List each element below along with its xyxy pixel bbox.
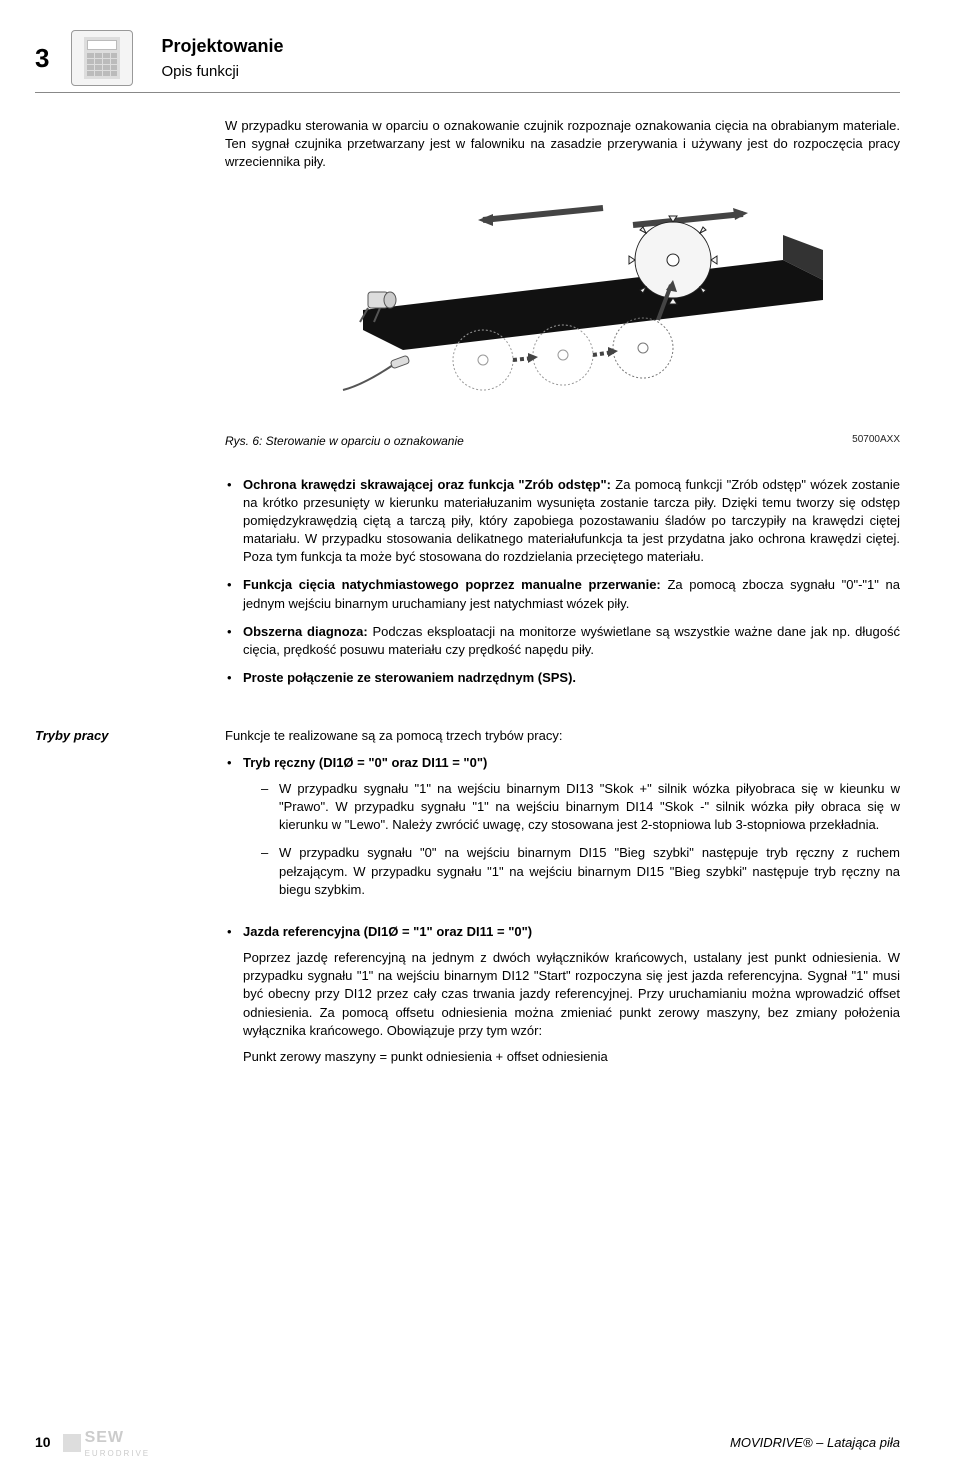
bullet-lead: Obszerna diagnoza: — [243, 624, 368, 639]
footer: 10 SEW EURODRIVE MOVIDRIVE® – Latająca p… — [35, 1427, 900, 1459]
manual-item: W przypadku sygnału "1" na wejściu binar… — [261, 780, 900, 835]
chapter-subtitle: Opis funkcji — [161, 61, 900, 82]
figure-caption-row: Rys. 6: Sterowanie w oparciu o oznakowan… — [225, 433, 900, 450]
modes-intro: Funkcje te realizowane są za pomocą trze… — [225, 727, 900, 745]
reference-block: Jazda referencyjna (DI1Ø = "1" oraz DI11… — [225, 923, 900, 1066]
logo-sub: EURODRIVE — [85, 1448, 151, 1459]
calculator-inner — [84, 37, 120, 79]
figure-caption: Rys. 6: Sterowanie w oparciu o oznakowan… — [225, 433, 464, 450]
figure-code: 50700AXX — [852, 433, 900, 450]
bullet-lead: Proste połączenie ze sterowaniem nadrzęd… — [243, 670, 576, 685]
chapter-number: 3 — [35, 40, 49, 76]
modes-body: Funkcje te realizowane są za pomocą trze… — [225, 727, 900, 1076]
figure — [225, 190, 900, 425]
reference-body: Poprzez jazdę referencyjną na jednym z d… — [243, 949, 900, 1040]
footer-left: 10 SEW EURODRIVE — [35, 1427, 150, 1459]
mode-manual-heading: Tryb ręczny (DI1Ø = "0" oraz DI11 = "0") — [243, 755, 487, 770]
bullet-item: Ochrona krawędzi skrawającej oraz funkcj… — [225, 476, 900, 567]
feature-bullets: Ochrona krawędzi skrawającej oraz funkcj… — [225, 476, 900, 688]
manual-item: W przypadku sygnału "0" na wejściu binar… — [261, 844, 900, 899]
footer-right: MOVIDRIVE® – Latająca piła — [730, 1434, 900, 1452]
modes-side-label: Tryby pracy — [35, 727, 225, 1076]
calculator-icon — [71, 30, 133, 86]
bullet-lead: Ochrona krawędzi skrawającej oraz funkcj… — [243, 477, 611, 492]
logo-text-block: SEW EURODRIVE — [85, 1427, 151, 1459]
main-column: W przypadku sterowania w oparciu o oznak… — [225, 117, 900, 687]
mode-reference: Jazda referencyjna (DI1Ø = "1" oraz DI11… — [225, 923, 900, 1066]
modes-section: Tryby pracy Funkcje te realizowane są za… — [35, 727, 900, 1076]
header: 3 Projektowanie Opis funkcji — [35, 30, 900, 93]
bullet-item: Obszerna diagnoza: Podczas eksploatacji … — [225, 623, 900, 659]
intro-paragraph: W przypadku sterowania w oparciu o oznak… — [225, 117, 900, 172]
page: 3 Projektowanie Opis funkcji W przypadku… — [0, 0, 960, 1479]
modes-list: Tryb ręczny (DI1Ø = "0" oraz DI11 = "0")… — [225, 754, 900, 899]
header-titles: Projektowanie Opis funkcji — [161, 34, 900, 82]
mode-reference-heading: Jazda referencyjna (DI1Ø = "1" oraz DI11… — [243, 924, 532, 939]
logo-square-icon — [63, 1434, 81, 1452]
reference-formula: Punkt zerowy maszyny = punkt odniesienia… — [243, 1048, 900, 1066]
bullet-item: Funkcja cięcia natychmiastowego poprzez … — [225, 576, 900, 612]
logo-main: SEW — [85, 1427, 151, 1449]
bullet-item: Proste połączenie ze sterowaniem nadrzęd… — [225, 669, 900, 687]
bullet-lead: Funkcja cięcia natychmiastowego poprzez … — [243, 577, 661, 592]
figure-svg — [283, 190, 843, 420]
manual-dash-list: W przypadku sygnału "1" na wejściu binar… — [243, 780, 900, 899]
chapter-title: Projektowanie — [161, 34, 900, 59]
mode-manual: Tryb ręczny (DI1Ø = "0" oraz DI11 = "0")… — [225, 754, 900, 899]
sew-logo: SEW EURODRIVE — [63, 1427, 151, 1459]
page-number: 10 — [35, 1433, 51, 1453]
